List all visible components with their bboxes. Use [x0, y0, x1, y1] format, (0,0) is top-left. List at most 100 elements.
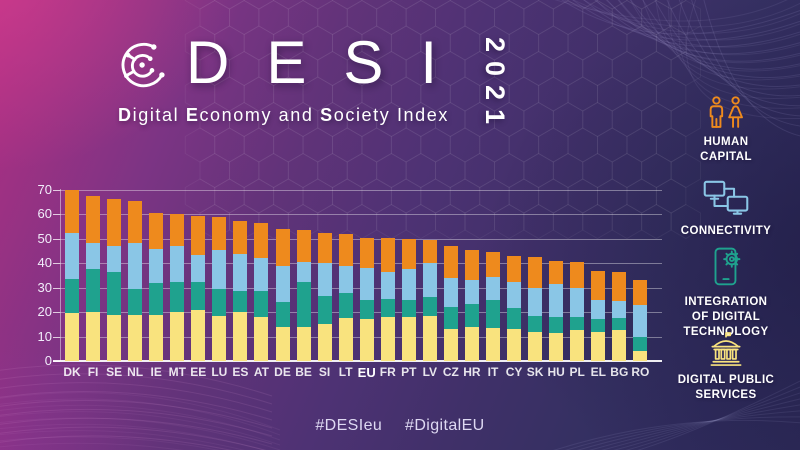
bar-segment-lu-integration-of-digital-technology — [212, 288, 227, 316]
bar-segment-dk-connectivity — [65, 232, 79, 280]
bar-segment-se-connectivity — [107, 246, 122, 272]
bar-segment-at-integration-of-digital-technology — [254, 291, 269, 318]
bar-segment-sk-integration-of-digital-technology — [528, 315, 543, 332]
x-axis-label-lu: LU — [211, 365, 228, 379]
bar-segment-mt-human-capital — [170, 214, 185, 247]
bar-segment-lu-human-capital — [212, 216, 227, 250]
bar-segment-at-digital-public-services — [254, 317, 269, 361]
bar-segment-lt-digital-public-services — [338, 318, 353, 361]
bar-segment-be-integration-of-digital-technology — [296, 281, 311, 327]
title-year: 2021 — [480, 37, 510, 134]
bar-segment-ee-connectivity — [191, 254, 206, 282]
bar-segment-sk-human-capital — [528, 257, 543, 288]
bar-segment-be-connectivity — [296, 262, 311, 282]
x-axis-label-pt: PT — [401, 365, 417, 379]
bar-segment-fi-digital-public-services — [86, 312, 101, 361]
legend-label-line: OF DIGITAL — [691, 311, 761, 323]
bar-segment-es-integration-of-digital-technology — [233, 291, 248, 313]
bar-segment-it-human-capital — [486, 252, 500, 277]
bar-segment-cz-digital-public-services — [443, 329, 458, 361]
bar-segment-se-integration-of-digital-technology — [107, 271, 122, 315]
bar-segment-pl-connectivity — [570, 287, 585, 318]
bar-segment-eu-connectivity — [359, 268, 374, 300]
bar-segment-hr-connectivity — [464, 280, 479, 304]
bar-segment-fr-digital-public-services — [380, 317, 395, 361]
bar-segment-ro-digital-public-services — [633, 351, 648, 361]
x-axis-label-fr: FR — [379, 365, 396, 379]
bar-segment-mt-digital-public-services — [170, 312, 185, 361]
bar-segment-mt-integration-of-digital-technology — [170, 281, 185, 313]
bar-segment-cy-connectivity — [507, 281, 522, 309]
bar-segment-lt-connectivity — [338, 265, 353, 293]
bar-segment-dk-digital-public-services — [65, 313, 79, 361]
gridline — [60, 190, 662, 191]
bar-segment-lv-connectivity — [422, 263, 437, 298]
bar-segment-lt-integration-of-digital-technology — [338, 292, 353, 319]
legend-label-line: DIGITAL PUBLIC — [677, 374, 775, 386]
bar-segment-lv-integration-of-digital-technology — [422, 297, 437, 316]
x-axis-label-lv: LV — [422, 365, 438, 379]
legend-label-line: SERVICES — [695, 389, 757, 401]
bar-segment-ie-digital-public-services — [149, 314, 164, 361]
bar-segment-cy-digital-public-services — [507, 329, 522, 361]
subtitle-part: S — [320, 105, 334, 125]
x-axis-label-ee: EE — [190, 365, 207, 379]
y-axis-tick-label: 60 — [37, 206, 52, 222]
bar-segment-bg-digital-public-services — [612, 330, 627, 361]
legend-item-integration-of-digital-technology: INTEGRATION OF DIGITAL TECHNOLOGY — [658, 246, 794, 340]
legend-label-line: INTEGRATION — [684, 296, 768, 308]
bar-segment-fi-connectivity — [86, 242, 101, 270]
bar-segment-ro-connectivity — [633, 304, 648, 337]
x-axis-label-hr: HR — [463, 365, 481, 379]
legend-label: HUMAN CAPITAL — [658, 135, 794, 165]
x-axis-label-fi: FI — [87, 365, 99, 379]
bar-segment-at-human-capital — [254, 222, 269, 259]
bar-segment-pl-integration-of-digital-technology — [570, 317, 585, 331]
bar-segment-nl-integration-of-digital-technology — [128, 288, 143, 315]
bar-segment-pl-human-capital — [570, 262, 585, 288]
page-title: DESI — [186, 29, 475, 96]
y-axis-tick — [53, 336, 60, 338]
bar-segment-mt-connectivity — [170, 246, 185, 282]
bar-segment-eu-integration-of-digital-technology — [359, 299, 374, 320]
x-axis-label-bg: BG — [610, 365, 629, 379]
bar-segment-si-connectivity — [317, 263, 332, 297]
x-axis-label-cz: CZ — [442, 365, 459, 379]
bar-segment-dk-integration-of-digital-technology — [65, 279, 79, 314]
bar-segment-at-connectivity — [254, 258, 269, 292]
bar-segment-ie-integration-of-digital-technology — [149, 282, 164, 315]
y-axis-tick-label: 20 — [37, 304, 52, 320]
x-axis-label-dk: DK — [63, 365, 81, 379]
bar-segment-es-connectivity — [233, 253, 248, 292]
bar-segment-lv-digital-public-services — [422, 315, 437, 361]
bar-segment-cy-integration-of-digital-technology — [507, 308, 522, 330]
bar-segment-si-human-capital — [317, 232, 332, 264]
x-axis-label-sk: SK — [526, 365, 544, 379]
bar-segment-sk-digital-public-services — [528, 331, 543, 361]
bar-segment-bg-integration-of-digital-technology — [612, 318, 627, 331]
x-axis-label-cy: CY — [505, 365, 523, 379]
x-axis-label-be: BE — [295, 365, 312, 379]
bar-segment-se-digital-public-services — [107, 314, 122, 361]
x-axis-label-pl: PL — [569, 365, 585, 379]
bar-segment-si-integration-of-digital-technology — [317, 296, 332, 325]
bar-segment-se-human-capital — [107, 198, 122, 247]
legend-label-line: CAPITAL — [700, 151, 752, 163]
bar-segment-es-human-capital — [233, 220, 248, 254]
y-axis-line — [60, 189, 61, 361]
x-axis-label-eu: EU — [357, 365, 376, 380]
bar-segment-lt-human-capital — [338, 233, 353, 266]
x-axis-label-ro: RO — [631, 365, 650, 379]
bar-segment-ee-digital-public-services — [191, 309, 206, 361]
phone-gear-icon — [714, 247, 741, 286]
x-axis-label-se: SE — [106, 365, 123, 379]
bar-segment-de-digital-public-services — [275, 326, 290, 361]
bar-segment-fr-connectivity — [380, 271, 395, 299]
bar-segment-cz-integration-of-digital-technology — [443, 307, 458, 330]
hashtag-desieu: #DESIeu — [315, 417, 383, 434]
government-building-icon — [710, 332, 742, 366]
bar-segment-cy-human-capital — [507, 255, 522, 282]
connected-monitors-icon — [703, 180, 749, 215]
bar-segment-pt-digital-public-services — [401, 317, 416, 361]
